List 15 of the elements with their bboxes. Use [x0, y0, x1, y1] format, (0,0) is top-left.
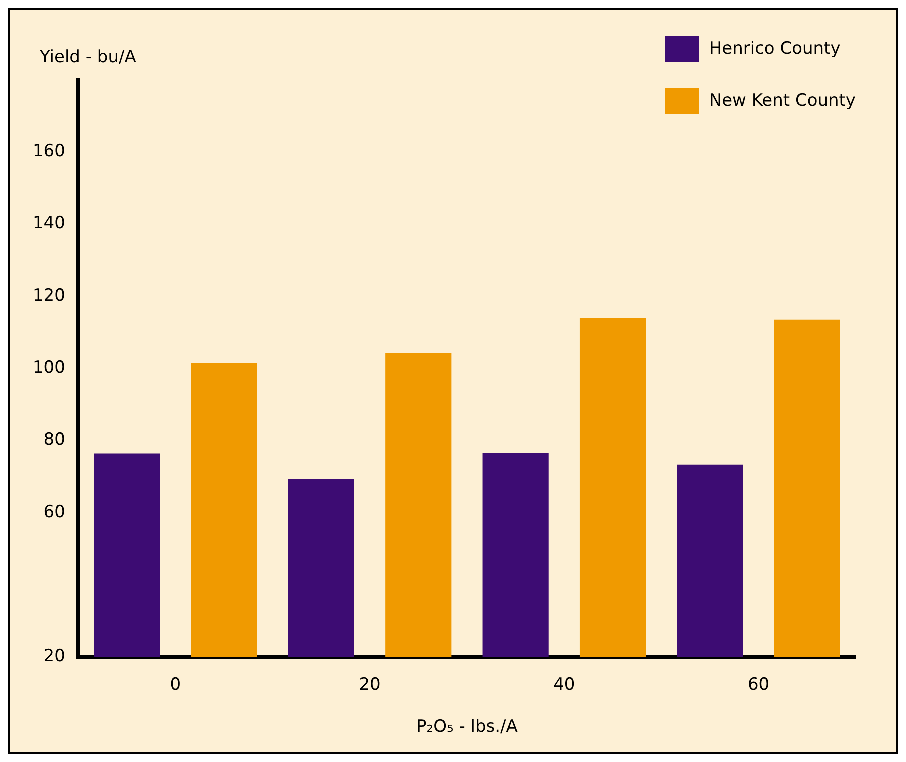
legend-label: New Kent County [709, 91, 856, 111]
y-tick-label: 20 [44, 646, 66, 667]
x-tick-label: 20 [359, 674, 381, 695]
y-tick-label: 60 [44, 502, 66, 522]
x-tick-label: 40 [554, 674, 576, 695]
y-tick-label: 140 [32, 214, 66, 234]
legend-label: Henrico County [709, 39, 841, 59]
y-axis-title: Yield - bu/A [39, 47, 137, 68]
y-tick-label: 160 [32, 142, 66, 162]
y-tick-label: 80 [44, 430, 66, 450]
x-tick-label: 60 [748, 674, 770, 695]
y-tick-label: 100 [32, 358, 66, 378]
x-tick-label: 0 [170, 674, 182, 695]
x-axis-title: P₂O₅ - lbs./A [416, 717, 518, 738]
y-tick-label: 120 [32, 286, 66, 306]
